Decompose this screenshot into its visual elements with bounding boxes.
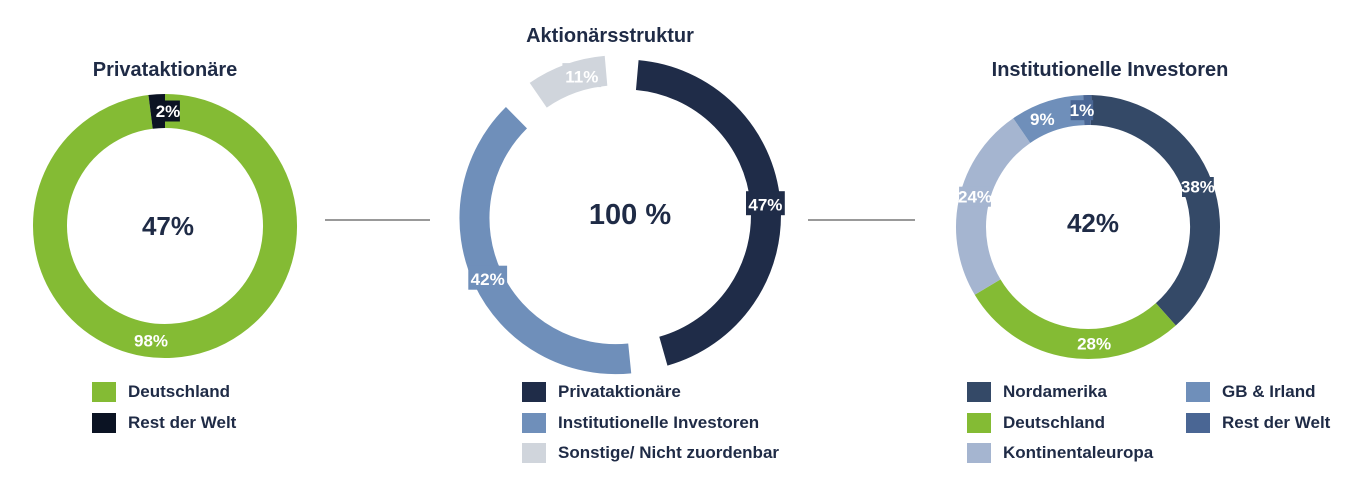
legend-item-rest-der-welt-inst: Rest der Welt [1186,413,1330,433]
legend-label: Sonstige/ Nicht zuordenbar [558,443,780,462]
legend-label: Privataktionäre [558,382,681,401]
data-label-institutionelle-investoren: 42% [471,270,505,289]
data-label-sonstige-nicht-zuordenbar: 11% [565,67,598,86]
legend-swatch [1186,413,1210,433]
legend-label: Kontinentaleuropa [1003,443,1154,462]
legend-swatch [92,413,116,433]
data-label-bg [959,186,991,207]
legend-swatch [967,443,991,463]
legend-swatch [92,382,116,402]
legend-item-sonstige: Sonstige/ Nicht zuordenbar [522,443,779,463]
donut-slice-institutionelle-investoren [459,107,632,375]
legend-item-deutschland-inst: Deutschland [967,413,1105,433]
legend-item-rest-der-welt: Rest der Welt [92,413,236,433]
data-label-bg [1078,333,1110,354]
legend-label: Rest der Welt [128,413,237,432]
data-label-nordamerika: 38% [1181,178,1215,197]
legend-label: Deutschland [128,382,231,401]
center-label-privataktionaere: 47% [142,211,194,241]
chart-title-privataktionaere: Privataktionäre [93,59,238,81]
data-label-privataktion-re: 47% [748,195,782,214]
data-label-bg [746,191,785,216]
donut-chart-institutionelle-investoren: Institutionelle Investoren 42% 38% 28% 24%… [956,59,1229,359]
legend-item-deutschland: Deutschland [92,382,230,402]
donut-slice-deutschland [33,94,297,358]
data-label-bg [562,63,602,88]
legend-item-nordamerika: Nordamerika [967,382,1107,402]
donut-chart-privataktionaere: Privataktionäre 47% 98% 2% [33,59,297,358]
chart-title-aktionaersstruktur: Aktionärsstruktur [526,25,694,47]
donut-slice-kontinentaleuropa [956,118,1031,295]
data-label-bg [468,265,508,290]
legend-swatch [1186,382,1210,402]
data-label-bg [1182,177,1214,197]
data-label-kontinentaleuropa: 24% [958,188,992,207]
data-label-bg [134,329,168,351]
legend-label: Institutionelle Investoren [558,413,760,432]
data-label-gb-irland: 9% [1030,110,1055,129]
legend-swatch [522,443,546,463]
center-label-institutionelle-investoren: 42% [1067,208,1119,238]
legend-label: Nordamerika [1003,382,1107,401]
donut-slice-deutschland [974,279,1176,359]
legend-label: Rest der Welt [1222,413,1331,432]
data-label-bg [1031,109,1054,130]
data-label-rest-der-welt: 2% [156,102,181,121]
center-label-aktionaersstruktur: 100 % [589,199,671,231]
chart-title-institutionelle-investoren: Institutionelle Investoren [992,59,1229,81]
legend-swatch [522,382,546,402]
legend-item-gb-irland: GB & Irland [1186,382,1316,402]
data-label-deutschland: 28% [1077,335,1111,354]
data-label-bg [156,100,180,122]
legend-label: GB & Irland [1222,382,1316,401]
legend-item-kontinentaleuropa: Kontinentaleuropa [967,443,1153,463]
legend-swatch [522,413,546,433]
legend-item-institutionelle-investoren: Institutionelle Investoren [522,413,759,433]
data-label-deutschland: 98% [134,331,168,350]
legend-item-privataktionaere: Privataktionäre [522,382,681,402]
legend-label: Deutschland [1003,413,1106,432]
data-label-bg [1070,100,1094,121]
data-label-rest-der-welt: 1% [1070,101,1095,120]
legend-swatch [967,413,991,433]
legend-swatch [967,382,991,402]
donut-chart-aktionaersstruktur: Aktionärsstruktur 100 % 47% 42% 11% [459,25,785,375]
